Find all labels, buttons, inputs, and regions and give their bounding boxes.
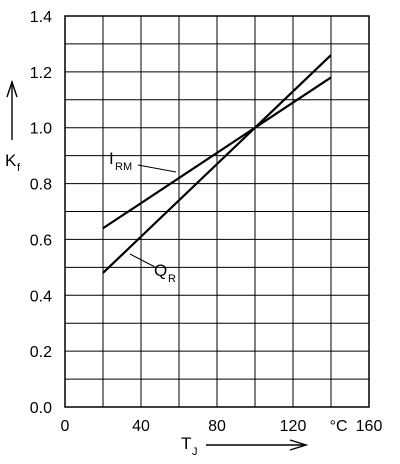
y-axis-label-subscript: f [17, 162, 21, 174]
series-label-qr-leader [129, 253, 156, 268]
series-label-qr-name: Q [154, 261, 167, 280]
series-label-irm-subscript: RM [115, 161, 132, 173]
x-tick-label: 0 [61, 418, 70, 435]
x-axis-label: T [181, 434, 191, 453]
y-tick-labels: 0.0 0.2 0.4 0.6 0.8 1.0 1.2 1.4 [30, 9, 52, 417]
x-tick-label: 160 [356, 418, 383, 435]
series-label-irm: I RM [109, 149, 177, 173]
grid-lines [65, 16, 369, 407]
series-label-irm-leader [137, 164, 177, 173]
y-tick-label: 1.4 [30, 9, 52, 26]
x-tick-label: 40 [132, 418, 150, 435]
y-tick-label: 1.0 [30, 121, 52, 138]
series-label-qr-subscript: R [168, 273, 176, 285]
x-unit-label: °C [330, 418, 348, 435]
series-label-qr: Q R [129, 253, 176, 285]
y-tick-label: 1.2 [30, 65, 52, 82]
x-axis-arrowhead [289, 439, 309, 451]
series-lines [102, 54, 332, 274]
series-line-qr [102, 54, 332, 274]
y-axis-label: K [5, 151, 17, 170]
series-label-irm-name: I [109, 149, 114, 168]
x-axis-label-subscript: J [192, 446, 198, 458]
y-tick-label: 0.4 [30, 288, 52, 305]
y-axis-arrowhead [6, 79, 18, 98]
y-tick-label: 0.0 [30, 400, 52, 417]
y-tick-label: 0.2 [30, 344, 52, 361]
x-tick-label: 120 [280, 418, 307, 435]
y-tick-label: 0.6 [30, 232, 52, 249]
x-tick-label: 80 [208, 418, 226, 435]
y-tick-label: 0.8 [30, 177, 52, 194]
x-tick-labels: 0 40 80 120 °C 160 [61, 418, 383, 435]
plot-frame [64, 15, 370, 408]
